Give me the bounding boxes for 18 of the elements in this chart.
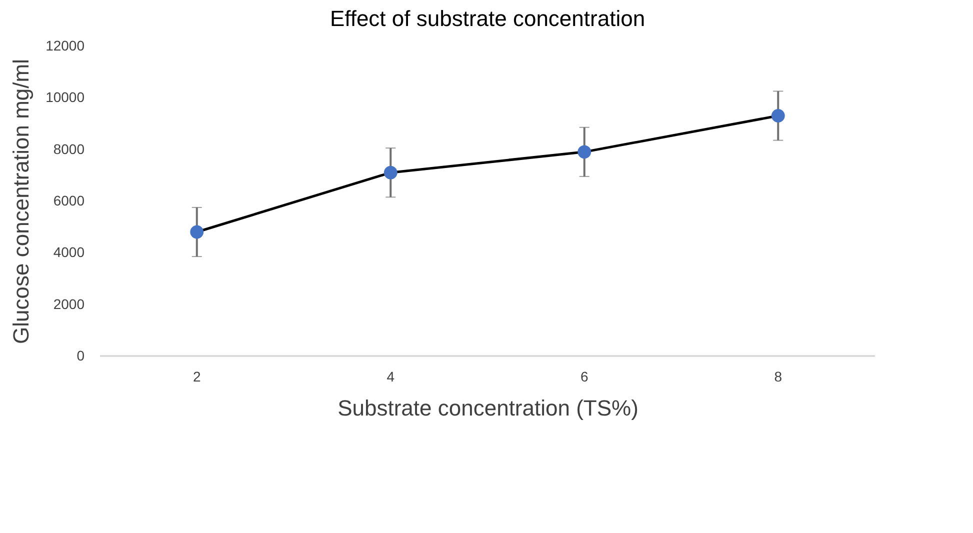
y-tick-label: 12000 xyxy=(46,38,85,54)
point xyxy=(771,109,785,122)
y-tick-label: 2000 xyxy=(53,296,85,312)
y-tick-label: 4000 xyxy=(53,244,85,260)
x-tick-label: 2 xyxy=(192,368,201,384)
point xyxy=(190,225,204,239)
x-tick-label: 4 xyxy=(386,368,395,384)
chart-title: Effect of substrate concentration xyxy=(330,6,646,31)
x-axis-title: Substrate concentration (TS%) xyxy=(338,396,638,420)
x-tick-label: 8 xyxy=(774,368,782,384)
y-tick-label: 8000 xyxy=(53,140,85,157)
x-tick-label: 6 xyxy=(580,368,588,384)
y-tick-label: 6000 xyxy=(53,192,85,208)
y-tick-label: 10000 xyxy=(46,89,85,106)
y-axis-title: Glucose concentration mg/ml xyxy=(8,59,34,344)
point xyxy=(578,145,592,159)
point xyxy=(384,166,398,180)
y-tick-label: 0 xyxy=(76,348,85,364)
